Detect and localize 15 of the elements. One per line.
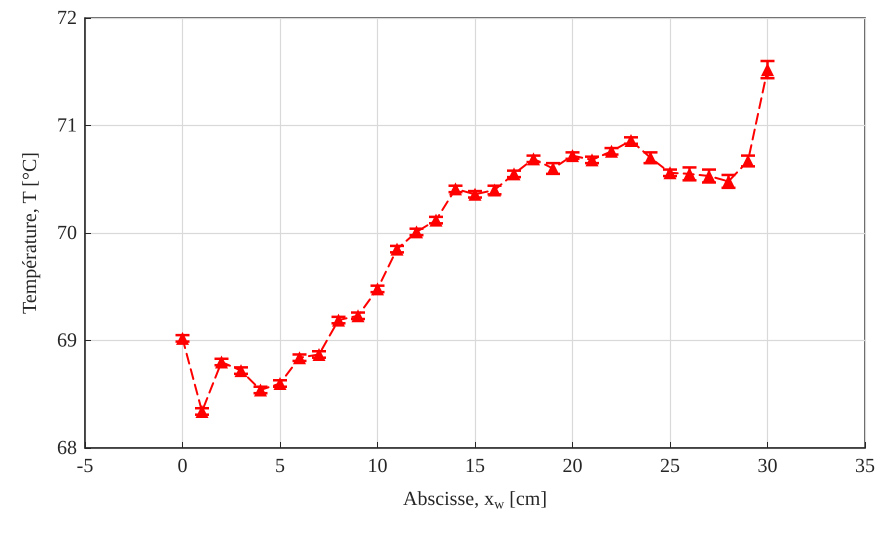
x-tick-label: 0 — [178, 455, 188, 477]
x-tick-label: 15 — [465, 455, 485, 477]
y-axis-title: Température, T [°C] — [19, 152, 41, 314]
x-tick-label: 30 — [758, 455, 778, 477]
x-tick-label: 5 — [275, 455, 285, 477]
y-tick-label: 70 — [57, 222, 77, 244]
y-tick-label: 68 — [57, 437, 77, 459]
x-tick-label: 35 — [855, 455, 875, 477]
y-tick-label: 72 — [57, 7, 77, 29]
y-tick-label: 69 — [57, 330, 77, 352]
x-tick-label: -5 — [76, 455, 94, 477]
x-tick-label: 10 — [368, 455, 388, 477]
y-tick-label: 71 — [57, 114, 77, 136]
x-tick-label: 25 — [660, 455, 680, 477]
x-tick-label: 20 — [562, 455, 582, 477]
